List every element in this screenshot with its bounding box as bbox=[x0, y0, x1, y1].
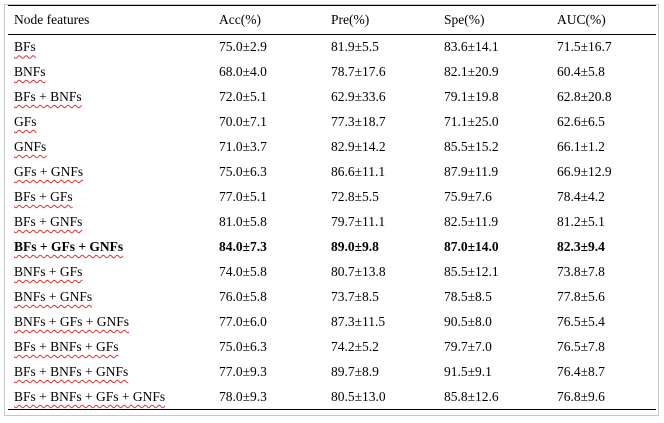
metric-cell: 60.4±5.8 bbox=[557, 64, 605, 79]
metric-cell: 73.8±7.8 bbox=[557, 264, 605, 279]
metric-cell: 81.0±5.8 bbox=[219, 214, 267, 229]
table-row: BFs + GNFs 81.0±5.8 79.7±11.1 82.5±11.9 81.2… bbox=[8, 210, 656, 235]
metric-cell: 62.9±33.6 bbox=[331, 89, 386, 104]
metric-cell: 71.1±25.0 bbox=[444, 114, 499, 129]
metric-cell: 85.5±12.1 bbox=[444, 264, 499, 279]
metric-cell: 78.4±4.2 bbox=[557, 189, 605, 204]
metric-cell: 87.9±11.9 bbox=[444, 164, 499, 179]
metric-cell: 79.7±7.0 bbox=[444, 339, 492, 354]
metric-cell: 76.4±8.7 bbox=[557, 364, 605, 379]
metric-cell: 80.7±13.8 bbox=[331, 264, 386, 279]
table-row: BFs + BNFs + GFs 75.0±6.3 74.2±5.2 79.7±7.0… bbox=[8, 335, 656, 360]
table-row: BNFs + GNFs 76.0±5.8 73.7±8.5 78.5±8.5 77.8±… bbox=[8, 285, 656, 310]
metric-cell: 75.0±6.3 bbox=[219, 164, 267, 179]
metric-cell: 73.7±8.5 bbox=[331, 289, 379, 304]
metric-cell: 75.9±7.6 bbox=[444, 189, 492, 204]
metric-cell: 82.3±9.4 bbox=[557, 239, 605, 254]
table-row: GNFs 71.0±3.7 82.9±14.2 85.5±15.2 66.1±1.2 bbox=[8, 135, 656, 160]
metric-cell: 87.0±14.0 bbox=[444, 239, 499, 254]
feature-cell: GFs + GNFs bbox=[14, 164, 84, 179]
metric-cell: 81.9±5.5 bbox=[331, 39, 379, 55]
table-row: BFs + BNFs 72.0±5.1 62.9±33.6 79.1±19.8 62.8… bbox=[8, 85, 656, 110]
metric-cell: 62.8±20.8 bbox=[557, 89, 612, 104]
table-row: GFs + GNFs 75.0±6.3 86.6±11.1 87.9±11.9 66.9… bbox=[8, 160, 656, 185]
table-row: BFs + GFs 77.0±5.1 72.8±5.5 75.9±7.6 78.4±4.… bbox=[8, 185, 656, 210]
feature-cell: BNFs + GFs bbox=[14, 264, 83, 279]
metric-cell: 89.0±9.8 bbox=[331, 239, 379, 254]
metric-cell: 66.1±1.2 bbox=[557, 139, 605, 154]
table-row: GFs 70.0±7.1 77.3±18.7 71.1±25.0 62.6±6.5 bbox=[8, 110, 656, 135]
table-frame: Node features Acc(%) Pre(%) Spe(%) AUC(%) BF… bbox=[4, 4, 659, 416]
metric-cell: 76.0±5.8 bbox=[219, 289, 267, 304]
header-cell: AUC(%) bbox=[551, 5, 656, 35]
metric-cell: 77.3±18.7 bbox=[331, 114, 386, 129]
metric-cell: 81.2±5.1 bbox=[557, 214, 605, 229]
metric-cell: 66.9±12.9 bbox=[557, 164, 612, 179]
metric-cell: 72.0±5.1 bbox=[219, 89, 267, 104]
feature-cell: BFs + GNFs bbox=[14, 214, 83, 229]
metric-cell: 62.6±6.5 bbox=[557, 114, 605, 129]
feature-cell: GFs bbox=[14, 114, 37, 129]
metric-cell: 76.5±5.4 bbox=[557, 314, 605, 329]
header-row: Node features Acc(%) Pre(%) Spe(%) AUC(%) bbox=[8, 5, 656, 35]
metric-cell: 83.6±14.1 bbox=[444, 39, 499, 55]
metric-cell: 74.2±5.2 bbox=[331, 339, 379, 354]
metric-cell: 79.7±11.1 bbox=[331, 214, 386, 229]
metric-cell: 77.0±9.3 bbox=[219, 364, 267, 379]
metric-cell: 77.8±5.6 bbox=[557, 289, 605, 304]
metric-cell: 91.5±9.1 bbox=[444, 364, 492, 379]
metric-cell: 76.8±9.6 bbox=[551, 384, 656, 410]
table-row: BFs + BNFs + GFs + GNFs 78.0±9.3 80.5±13.0… bbox=[8, 384, 656, 410]
feature-cell: BFs + BNFs + GFs bbox=[14, 339, 119, 354]
feature-cell: BNFs + GNFs bbox=[14, 289, 93, 304]
feature-cell: BNFs + GFs + GNFs bbox=[14, 314, 130, 329]
feature-cell: BFs + BNFs + GNFs bbox=[14, 364, 129, 379]
table-row: BFs 75.0±2.9 81.9±5.5 83.6±14.1 71.5±16.7 bbox=[8, 35, 656, 60]
metric-cell: 82.5±11.9 bbox=[444, 214, 499, 229]
metric-cell: 82.9±14.2 bbox=[331, 139, 386, 154]
metric-cell: 78.7±17.6 bbox=[331, 64, 386, 79]
feature-cell: GNFs bbox=[14, 139, 47, 154]
results-table: Node features Acc(%) Pre(%) Spe(%) AUC(%) BF… bbox=[8, 5, 656, 410]
metric-cell: 76.5±7.8 bbox=[557, 339, 605, 354]
feature-cell: BNFs bbox=[14, 64, 46, 79]
table-row: BNFs + GFs + GNFs 77.0±6.0 87.3±11.5 90.5±8… bbox=[8, 310, 656, 335]
table-row: BNFs 68.0±4.0 78.7±17.6 82.1±20.9 60.4±5.8 bbox=[8, 60, 656, 85]
feature-cell: BFs + GFs + GNFs bbox=[14, 239, 124, 254]
metric-cell: 71.5±16.7 bbox=[557, 39, 612, 55]
table-row: BFs + GFs + GNFs 84.0±7.3 89.0±9.8 87.0±14.… bbox=[8, 235, 656, 260]
header-cell: Spe(%) bbox=[438, 5, 551, 35]
header-cell: Acc(%) bbox=[213, 5, 325, 35]
feature-cell: BFs + BNFs + GFs + GNFs bbox=[8, 384, 213, 410]
metric-cell: 85.8±12.6 bbox=[438, 384, 551, 410]
metric-cell: 72.8±5.5 bbox=[331, 189, 379, 204]
metric-cell: 75.0±6.3 bbox=[219, 339, 267, 354]
feature-cell: BFs + BNFs bbox=[14, 89, 82, 104]
header-cell: Node features bbox=[8, 5, 213, 35]
metric-cell: 68.0±4.0 bbox=[219, 64, 267, 79]
metric-cell: 70.0±7.1 bbox=[219, 114, 267, 129]
table-body: BFs 75.0±2.9 81.9±5.5 83.6±14.1 71.5±16.7 BNF… bbox=[8, 35, 656, 410]
metric-cell: 82.1±20.9 bbox=[444, 64, 499, 79]
header-cell: Pre(%) bbox=[325, 5, 438, 35]
metric-cell: 89.7±8.9 bbox=[331, 364, 379, 379]
metric-cell: 84.0±7.3 bbox=[219, 239, 267, 254]
metric-cell: 85.5±15.2 bbox=[444, 139, 499, 154]
metric-cell: 71.0±3.7 bbox=[219, 139, 267, 154]
table-row: BNFs + GFs 74.0±5.8 80.7±13.8 85.5±12.1 73.8… bbox=[8, 260, 656, 285]
metric-cell: 78.5±8.5 bbox=[444, 289, 492, 304]
feature-cell: BFs + GFs bbox=[14, 189, 73, 204]
metric-cell: 87.3±11.5 bbox=[331, 314, 386, 329]
metric-cell: 78.0±9.3 bbox=[213, 384, 325, 410]
metric-cell: 75.0±2.9 bbox=[219, 39, 267, 55]
metric-cell: 77.0±6.0 bbox=[219, 314, 267, 329]
feature-cell: BFs bbox=[14, 39, 36, 55]
metric-cell: 90.5±8.0 bbox=[444, 314, 492, 329]
metric-cell: 74.0±5.8 bbox=[219, 264, 267, 279]
metric-cell: 80.5±13.0 bbox=[325, 384, 438, 410]
metric-cell: 77.0±5.1 bbox=[219, 189, 267, 204]
metric-cell: 79.1±19.8 bbox=[444, 89, 499, 104]
metric-cell: 86.6±11.1 bbox=[331, 164, 386, 179]
table-row: BFs + BNFs + GNFs 77.0±9.3 89.7±8.9 91.5±9.… bbox=[8, 360, 656, 385]
